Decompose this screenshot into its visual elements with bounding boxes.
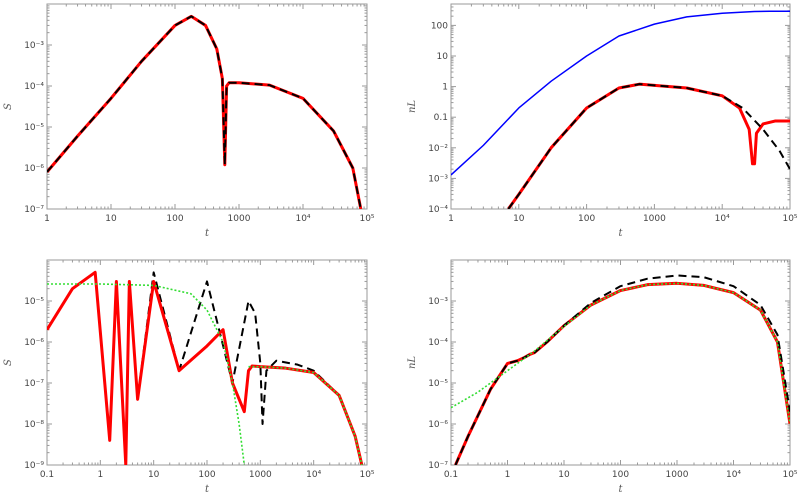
series-line-1: [47, 14, 363, 209]
y-tick-label: 10⁻⁵: [24, 297, 44, 307]
series-line-3: [507, 83, 790, 209]
y-tick-label: 10⁻⁷: [24, 205, 44, 215]
y-tick-label: 10⁻⁶: [24, 338, 44, 348]
y-tick-label: 10⁻⁴: [428, 205, 448, 215]
x-axis-label: t: [205, 228, 210, 239]
series-line-4: [248, 365, 363, 465]
x-tick-label: 10⁴: [726, 470, 741, 480]
plot-frame: [46, 259, 368, 466]
y-tick-label: 100: [431, 21, 448, 31]
x-tick-label: 100: [612, 470, 629, 480]
x-axis-label: t: [618, 484, 623, 495]
series-line-2: [454, 274, 790, 465]
x-tick-label: 10⁵: [782, 470, 797, 480]
y-tick-label: 10⁻⁹: [24, 461, 44, 471]
y-tick-label: 10⁻⁴: [428, 338, 448, 348]
x-tick-label: 10⁴: [295, 214, 310, 224]
series-line-1: [451, 10, 790, 176]
y-tick-label: 10⁻³: [428, 297, 448, 307]
chart-panel-3: 0.1 1 10 100 1000 10⁴ 10⁵ 10⁻⁹ 10⁻⁸ 10⁻⁷ 10⁻⁶ 10⁻⁵ t…: [3, 259, 375, 495]
series-line-1: [454, 281, 790, 465]
y-tick-label: 10⁻⁴: [24, 82, 44, 92]
y-tick-label: 10⁻⁶: [428, 420, 448, 430]
x-tick-label: 1: [505, 470, 511, 480]
x-tick-label: 0.1: [40, 470, 54, 480]
y-tick-label: 10⁻²: [428, 144, 448, 154]
y-tick-label: 10⁻⁷: [24, 379, 44, 389]
x-tick-label: 10: [148, 470, 160, 480]
x-tick-label: 10: [558, 470, 570, 480]
x-tick-label: 10⁵: [359, 470, 374, 480]
y-tick-label: 0.1: [434, 113, 448, 123]
y-axis-label: nL: [407, 356, 418, 369]
series-line-3: [47, 283, 246, 465]
x-tick-label: 1: [448, 214, 454, 224]
x-tick-label: 100: [578, 214, 595, 224]
series-line-2: [47, 15, 362, 209]
y-tick-label: 10⁻⁷: [428, 461, 448, 471]
chart-panel-1: 1 10 100 1000 10⁴ 10⁵ 10⁻⁷ 10⁻⁶ 10⁻⁵ 10⁻⁴ 10⁻³ t S: [3, 3, 375, 239]
x-tick-label: 100: [166, 214, 183, 224]
series-line-3: [451, 282, 790, 425]
series-line-2: [507, 82, 790, 209]
x-tick-label: 1000: [228, 214, 251, 224]
y-tick-label: 10⁻⁵: [24, 123, 44, 133]
y-tick-label: 10⁻³: [428, 174, 448, 184]
y-axis-label: S: [3, 103, 14, 110]
y-tick-label: 10⁻⁶: [24, 164, 44, 174]
x-tick-label: 1000: [249, 470, 272, 480]
x-axis-label: t: [205, 484, 210, 495]
series-line-2: [47, 270, 364, 465]
y-tick-label: 10⁻³: [24, 41, 44, 51]
series-line-1: [47, 271, 363, 465]
y-tick-label: 10: [437, 52, 449, 62]
y-axis-label: nL: [407, 100, 418, 113]
x-axis-label: t: [618, 228, 623, 239]
plot-frame: [46, 3, 368, 210]
x-tick-label: 10⁴: [306, 470, 321, 480]
x-tick-label: 100: [198, 470, 215, 480]
y-tick-label: 1: [442, 83, 448, 93]
y-tick-label: 10⁻⁵: [428, 379, 448, 389]
y-tick-label: 10⁻⁸: [24, 420, 44, 430]
y-axis-label: S: [3, 359, 14, 366]
x-tick-label: 1000: [666, 470, 689, 480]
x-tick-label: 10⁴: [715, 214, 730, 224]
chart-panel-4: 0.1 1 10 100 1000 10⁴ 10⁵ 10⁻⁷ 10⁻⁶ 10⁻⁵ 10⁻⁴ 10⁻³ t…: [407, 259, 798, 495]
x-tick-label: 0.1: [444, 470, 458, 480]
x-tick-label: 10: [105, 214, 117, 224]
chart-panel-2: 1 10 100 1000 10⁴ 10⁵ 10⁻⁴ 10⁻³ 10⁻² 0.1 1 10 100 t nL: [407, 3, 798, 239]
x-tick-label: 10: [513, 214, 525, 224]
x-tick-label: 1000: [643, 214, 666, 224]
x-tick-label: 1: [97, 470, 103, 480]
plot-frame: [450, 3, 791, 210]
x-tick-label: 10⁵: [359, 214, 374, 224]
x-tick-label: 1: [44, 214, 50, 224]
x-tick-label: 10⁵: [782, 214, 797, 224]
